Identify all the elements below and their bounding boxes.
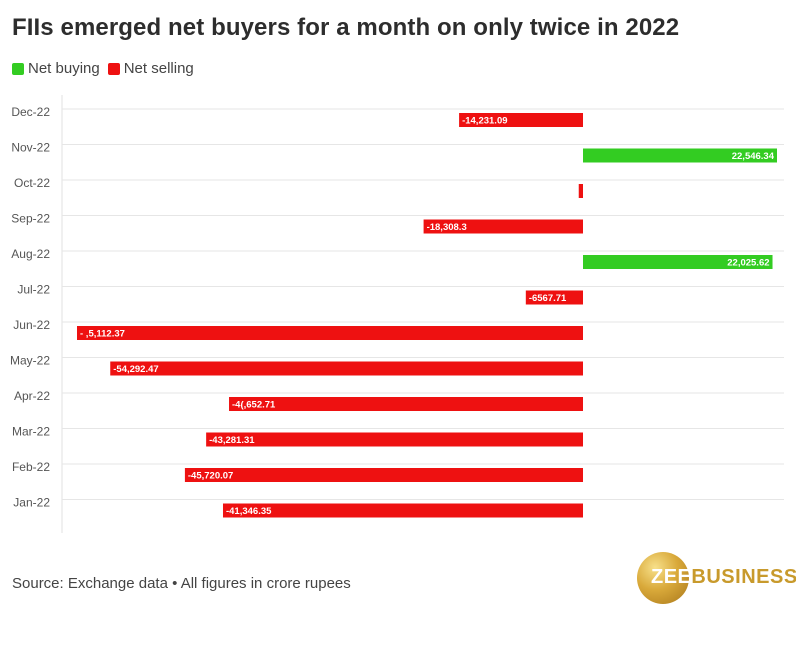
legend-item-net-selling: Net selling <box>107 60 194 77</box>
bar <box>229 397 583 411</box>
legend-label-net-buying: Net buying <box>28 60 100 77</box>
logo-circle <box>637 552 689 604</box>
legend-item-net-buying: Net buying <box>12 60 100 77</box>
bar <box>184 468 583 482</box>
legend-swatch-net-selling <box>107 62 120 75</box>
data-label: -6567.71 <box>529 293 567 304</box>
bar <box>110 361 583 376</box>
bar <box>583 255 773 269</box>
data-label: 22,546.34 <box>732 151 775 162</box>
y-tick-label: May-22 <box>10 354 50 368</box>
bar <box>578 184 583 198</box>
data-label: -43,281.31 <box>209 435 255 446</box>
legend-swatch-net-buying <box>12 62 24 75</box>
bar <box>222 503 583 518</box>
y-tick-label: Dec-22 <box>11 105 50 119</box>
y-tick-label: Mar-22 <box>12 425 50 439</box>
data-label: -41,346.35 <box>226 506 272 517</box>
legend: Net buying Net selling <box>12 60 202 77</box>
y-tick-label: Aug-22 <box>11 247 50 261</box>
y-tick-label: Sep-22 <box>11 212 50 226</box>
data-label: 22,025.62 <box>727 258 769 269</box>
bar <box>583 148 777 163</box>
data-label: -54,292.47 <box>113 364 158 375</box>
logo-wordmark: ZEEBUSINESS <box>651 566 796 589</box>
y-tick-label: Apr-22 <box>14 389 50 403</box>
data-label: -14,231.09 <box>462 116 507 127</box>
y-tick-label: Jun-22 <box>13 318 50 332</box>
bar <box>525 290 583 305</box>
bar <box>423 219 583 234</box>
chart-title: FIIs emerged net buyers for a month on o… <box>12 14 680 41</box>
data-label: -4(,652.71 <box>232 400 276 411</box>
data-label: -45,720.07 <box>188 471 233 482</box>
data-label: - ,5,112.37 <box>80 329 125 340</box>
y-tick-label: Nov-22 <box>11 141 50 155</box>
y-tick-label: Oct-22 <box>14 176 50 190</box>
legend-label-net-selling: Net selling <box>123 60 194 77</box>
data-label: -18,308.3 <box>427 222 467 233</box>
bar-chart: Dec-22 -14,231.09 Nov-22 22,546.34 Oct-22 Sep… <box>10 95 784 533</box>
y-tick-label: Feb-22 <box>12 460 50 474</box>
zee-business-logo: ZEEBUSINESS <box>637 552 796 608</box>
y-tick-label: Jan-22 <box>13 496 50 510</box>
bar <box>459 113 583 127</box>
logo-zee-text: ZEE <box>651 566 692 588</box>
logo-business-text: BUSINESS <box>691 566 796 588</box>
source-note: Source: Exchange data • All figures in c… <box>12 575 351 592</box>
y-tick-label: Jul-22 <box>17 283 50 297</box>
bar <box>77 326 583 340</box>
bar <box>206 432 584 447</box>
